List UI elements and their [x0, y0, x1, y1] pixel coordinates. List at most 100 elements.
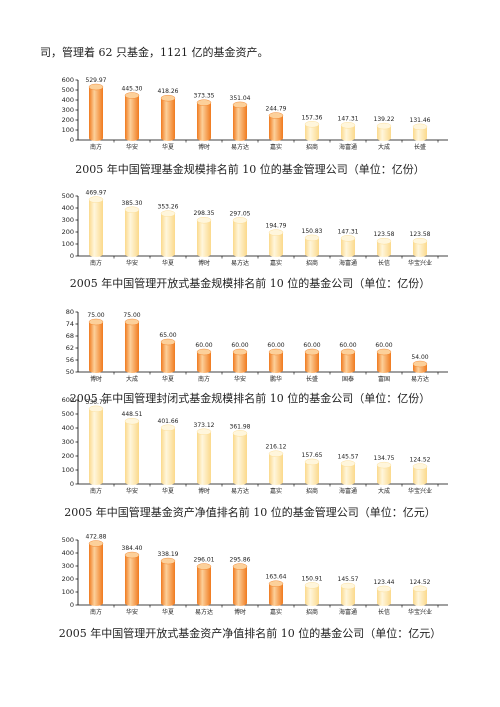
- data-label: 353.26: [158, 204, 179, 211]
- bar-top: [196, 563, 212, 570]
- y-tick-label: 600: [62, 76, 74, 84]
- bar: [376, 237, 392, 257]
- bar-top: [268, 348, 284, 356]
- category-label: 海富通: [339, 143, 357, 151]
- bar: [412, 237, 428, 257]
- data-label: 60.00: [195, 342, 212, 349]
- y-tick-label: 100: [62, 588, 74, 596]
- data-label: 150.91: [302, 575, 323, 582]
- data-label: 60.00: [375, 342, 392, 349]
- bar-top: [160, 210, 176, 217]
- category-label: 华夏: [162, 259, 174, 267]
- bar-body: [269, 453, 283, 485]
- bar-top: [232, 348, 248, 356]
- data-label: 296.01: [194, 557, 215, 564]
- category-label: 南方: [90, 259, 102, 267]
- bar-top: [376, 237, 392, 245]
- bar: [88, 405, 104, 485]
- category-label: 大成: [378, 487, 390, 495]
- data-label: 150.83: [302, 228, 323, 235]
- bar-top: [196, 348, 212, 356]
- bar-top: [304, 458, 320, 466]
- category-label: 鹏华: [270, 375, 282, 383]
- bar-top: [412, 360, 428, 368]
- data-label: 124.52: [410, 579, 431, 586]
- bar-body: [413, 588, 427, 606]
- bar: [376, 122, 392, 141]
- chart-fund-scale-title: 2005 年中国管理基金规模排名前 10 位的基金管理公司（单位：亿份）: [75, 163, 425, 176]
- y-tick-label: 400: [62, 549, 74, 557]
- y-tick-label: 100: [62, 126, 74, 134]
- chart-open-net-asset-plot: 0 100 200 300 400 500 472.88 南方 384.40 华安 338.19 华夏…: [62, 534, 448, 616]
- bar-top: [340, 460, 356, 467]
- bar-top: [268, 229, 284, 236]
- bar-top: [304, 121, 320, 128]
- bar-body: [341, 125, 355, 141]
- bar-top: [268, 450, 284, 457]
- bar-top: [232, 430, 248, 437]
- bar-body: [125, 421, 139, 485]
- bar: [376, 348, 392, 373]
- data-label: 295.86: [230, 557, 251, 564]
- bar: [232, 563, 248, 606]
- bar-body: [341, 586, 355, 606]
- bar-top: [88, 405, 104, 413]
- bar: [304, 348, 320, 373]
- bar-body: [305, 585, 319, 606]
- category-label: 华宝兴业: [408, 259, 432, 267]
- bar: [376, 461, 392, 485]
- bar-body: [89, 87, 103, 141]
- bar: [232, 430, 248, 485]
- bar: [340, 122, 356, 141]
- data-label: 157.65: [302, 452, 323, 459]
- category-label: 华夏: [162, 487, 174, 495]
- category-label: 嘉实: [270, 143, 282, 151]
- category-label: 华夏: [162, 375, 174, 383]
- bar: [88, 196, 104, 257]
- bar-top: [160, 94, 176, 102]
- y-tick-label: 0: [70, 601, 74, 609]
- category-label: 易方达: [231, 143, 249, 151]
- y-tick-label: 100: [62, 240, 74, 248]
- y-tick-label: 500: [62, 536, 74, 544]
- bar-top: [376, 122, 392, 130]
- bar-body: [269, 352, 283, 373]
- bar-top: [88, 540, 104, 547]
- bar-body: [125, 209, 139, 257]
- category-label: 华夏: [162, 143, 174, 151]
- y-tick-label: 300: [62, 106, 74, 114]
- bar: [160, 210, 176, 257]
- y-tick-label: 500: [62, 410, 74, 418]
- chart-closed-fund-scale: 50 56 62 68 74 80 75.00 博时 75.00 大成 65.00 华夏 60.00 南方…: [0, 304, 500, 424]
- bar-body: [413, 466, 427, 485]
- bar-body: [197, 352, 211, 373]
- bar-body: [233, 352, 247, 373]
- bar-body: [377, 588, 391, 606]
- bar: [196, 216, 212, 257]
- bar: [412, 360, 428, 373]
- data-label: 123.58: [374, 231, 395, 238]
- y-tick-label: 400: [62, 204, 74, 212]
- bar-top: [412, 463, 428, 470]
- y-tick-label: 80: [66, 308, 74, 316]
- bar: [232, 348, 248, 373]
- bar: [232, 101, 248, 141]
- bar-top: [160, 557, 176, 565]
- bar-top: [340, 122, 356, 129]
- data-label: 157.36: [302, 114, 323, 121]
- y-tick-label: 500: [62, 86, 74, 94]
- bar-top: [268, 580, 284, 587]
- chart-closed-fund-scale-plot: 50 56 62 68 74 80 75.00 博时 75.00 大成 65.00 华夏 60.00 南方…: [66, 308, 448, 383]
- data-label: 65.00: [159, 332, 176, 339]
- bar-top: [268, 112, 284, 119]
- y-tick-label: 300: [62, 216, 74, 224]
- data-label: 75.00: [123, 312, 140, 319]
- bar: [124, 418, 140, 485]
- bar-top: [340, 235, 356, 242]
- bar-top: [160, 338, 176, 346]
- bar: [160, 94, 176, 141]
- bar: [340, 582, 356, 606]
- bar-top: [124, 318, 140, 326]
- bar: [268, 348, 284, 373]
- bar-top: [232, 563, 248, 570]
